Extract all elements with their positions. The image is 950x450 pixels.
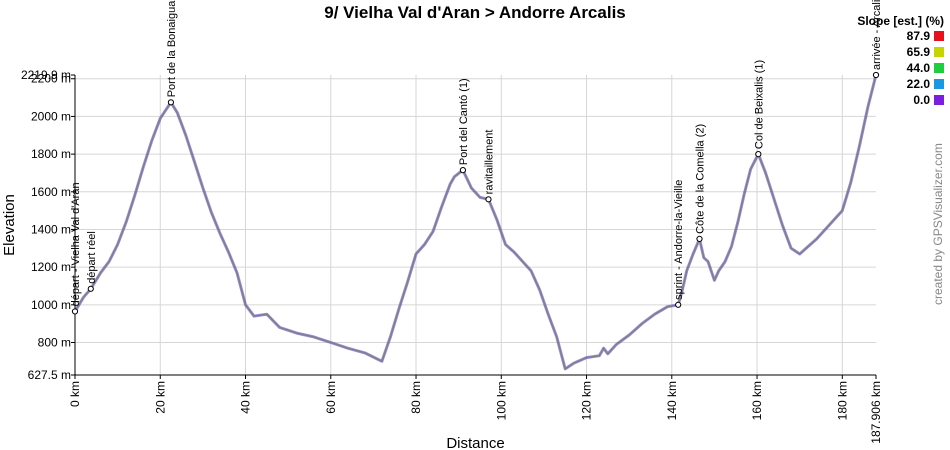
plot-area — [75, 75, 876, 375]
x-tick-label: 0 km — [68, 381, 82, 407]
y-tick-label: 1800 m — [31, 147, 71, 161]
y-tick-label: 1400 m — [31, 222, 71, 236]
slope-legend-value: 65.9 — [906, 45, 930, 59]
y-tick-label: 1600 m — [31, 185, 71, 199]
waypoint-label: ravitaillement — [483, 130, 495, 195]
x-tick-label: 80 km — [409, 381, 423, 414]
slope-legend-row: 65.9 — [828, 44, 944, 60]
waypoint-label: Côte de la Comella (2) — [694, 124, 706, 234]
slope-legend-swatch — [934, 31, 944, 41]
elevation-line — [74, 74, 877, 370]
y-tick-label: 2000 m — [31, 109, 71, 123]
x-tick-label: 40 km — [239, 381, 253, 414]
waypoint-marker — [675, 301, 682, 308]
waypoint-marker — [87, 285, 94, 292]
waypoint-label: Port del Cantó (1) — [458, 78, 470, 165]
y-axis-title: Elevation — [1, 194, 18, 256]
y-tick-label: 627.5 m — [28, 368, 71, 382]
slope-legend-swatch — [934, 79, 944, 89]
x-tick-label: 20 km — [153, 381, 167, 414]
slope-legend-value: 22.0 — [906, 77, 930, 91]
x-tick-label: 120 km — [580, 381, 594, 420]
watermark: created by GPSVisualizer.com — [931, 143, 945, 305]
x-tick-label: 180 km — [835, 381, 849, 420]
x-tick-label: 60 km — [324, 381, 338, 414]
slope-legend: Slope [est.] (%) 87.9 65.9 44.0 22.0 0.0 — [828, 14, 944, 108]
y-tick-label: 1200 m — [31, 260, 71, 274]
x-tick-label: 140 km — [665, 381, 679, 420]
slope-legend-swatch — [934, 95, 944, 105]
x-tick-label: 160 km — [750, 381, 764, 420]
waypoint-marker — [485, 196, 492, 203]
waypoint-marker — [755, 151, 762, 158]
waypoint-marker — [71, 308, 79, 315]
chart-title: 9/ Vielha Val d'Aran > Andorre Arcalis — [324, 3, 626, 22]
waypoint-label: Col de Beixalis (1) — [753, 60, 765, 149]
y-tick-label: 2219.9 m — [21, 68, 71, 82]
y-tick-label: 2200 m — [31, 72, 71, 86]
y-tick-label: 1000 m — [31, 298, 71, 312]
waypoint-label: sprint - Andorre-la-Vieille — [673, 180, 685, 300]
slope-legend-row: 22.0 — [828, 76, 944, 92]
waypoint-marker — [167, 99, 175, 106]
slope-legend-swatch — [934, 63, 944, 73]
slope-legend-swatch — [934, 47, 944, 57]
slope-legend-title: Slope [est.] (%) — [857, 14, 944, 28]
slope-legend-value: 87.9 — [906, 29, 930, 43]
waypoint-marker — [872, 71, 880, 79]
waypoint-marker — [696, 235, 703, 242]
slope-legend-row: 44.0 — [828, 60, 944, 76]
slope-legend-row: 87.9 — [828, 28, 944, 44]
waypoint-marker — [459, 167, 467, 174]
x-tick-label: 100 km — [494, 381, 508, 420]
waypoint-label: Port de la Bonaigua — [166, 0, 178, 97]
y-tick-label: 800 m — [38, 336, 71, 350]
waypoint-label: départ - Vielha Val d'Aran — [70, 182, 82, 306]
waypoint-label: départ réel — [86, 231, 98, 284]
x-tick-label: 187.906 km — [869, 381, 883, 444]
slope-legend-row: 0.0 — [828, 92, 944, 108]
x-axis-title: Distance — [446, 435, 504, 450]
waypoint-label: arrivée - Arcalis — [871, 0, 883, 70]
slope-legend-value: 44.0 — [906, 61, 930, 75]
slope-legend-value: 0.0 — [913, 93, 930, 107]
